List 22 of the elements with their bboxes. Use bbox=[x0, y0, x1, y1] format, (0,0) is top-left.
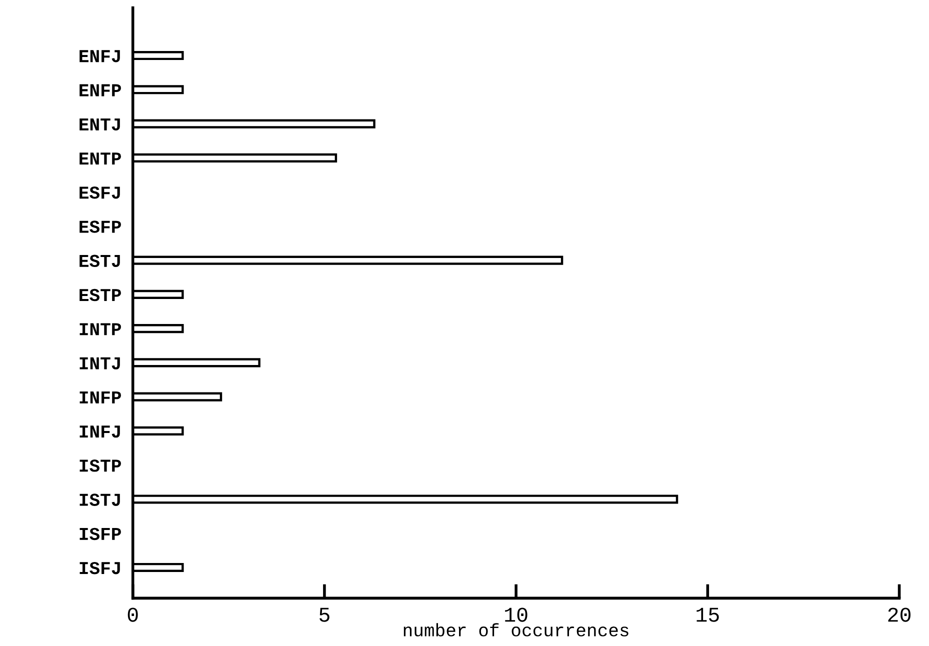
y-tick-label: INTP bbox=[80, 323, 121, 336]
x-axis-title: number of occurrences bbox=[404, 623, 628, 636]
y-tick-label: INFJ bbox=[80, 426, 120, 438]
x-tick-label: 0 bbox=[128, 608, 138, 622]
x-tick-label: 10 bbox=[505, 608, 528, 622]
y-tick-label: ISTJ bbox=[80, 494, 120, 506]
x-tick-label: 15 bbox=[696, 608, 719, 622]
x-tick-label: 20 bbox=[888, 608, 910, 622]
y-tick-label: ISTP bbox=[80, 460, 121, 472]
y-tick-label: ISFP bbox=[80, 528, 121, 540]
y-tick-label: ENTJ bbox=[80, 118, 120, 131]
y-tick-label: ENTP bbox=[80, 152, 121, 164]
y-tick-label: ESTJ bbox=[80, 254, 120, 268]
y-tick-label: INFP bbox=[80, 391, 121, 404]
y-tick-label: ENFP bbox=[80, 84, 121, 96]
y-tick-label: ESFJ bbox=[80, 186, 120, 199]
y-tick-label: ESFP bbox=[80, 220, 121, 233]
x-tick-label: 5 bbox=[320, 608, 330, 622]
y-tick-label: INTJ bbox=[80, 357, 120, 370]
y-tick-label: ESTP bbox=[80, 288, 121, 302]
y-tick-label: ISFJ bbox=[80, 562, 120, 574]
y-tick-label: ENFJ bbox=[80, 50, 120, 62]
